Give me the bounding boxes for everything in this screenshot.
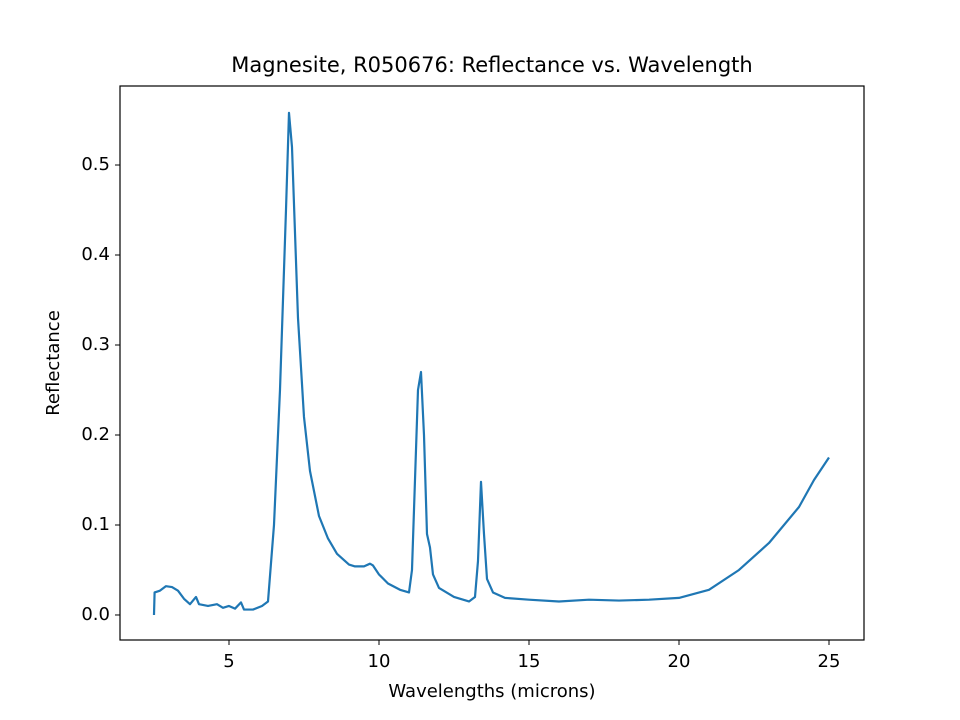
data-line [152, 111, 830, 616]
y-tick-label: 0.3 [81, 334, 110, 355]
y-axis-label: Reflectance [43, 310, 64, 416]
chart-title: Magnesite, R050676: Reflectance vs. Wave… [231, 53, 752, 77]
y-tick-label: 0.5 [81, 154, 110, 175]
x-tick-label: 25 [818, 651, 841, 672]
y-tick-label: 0.0 [81, 604, 110, 625]
x-tick-label: 15 [518, 651, 541, 672]
x-axis-label: Wavelengths (microns) [388, 681, 595, 702]
x-tick-label: 10 [368, 651, 391, 672]
plot-frame [119, 85, 865, 641]
y-tick-label: 0.4 [81, 244, 110, 265]
x-tick-label: 5 [223, 651, 234, 672]
y-tick-label: 0.1 [81, 514, 110, 535]
x-tick-label: 20 [668, 651, 691, 672]
y-tick-label: 0.2 [81, 424, 110, 445]
